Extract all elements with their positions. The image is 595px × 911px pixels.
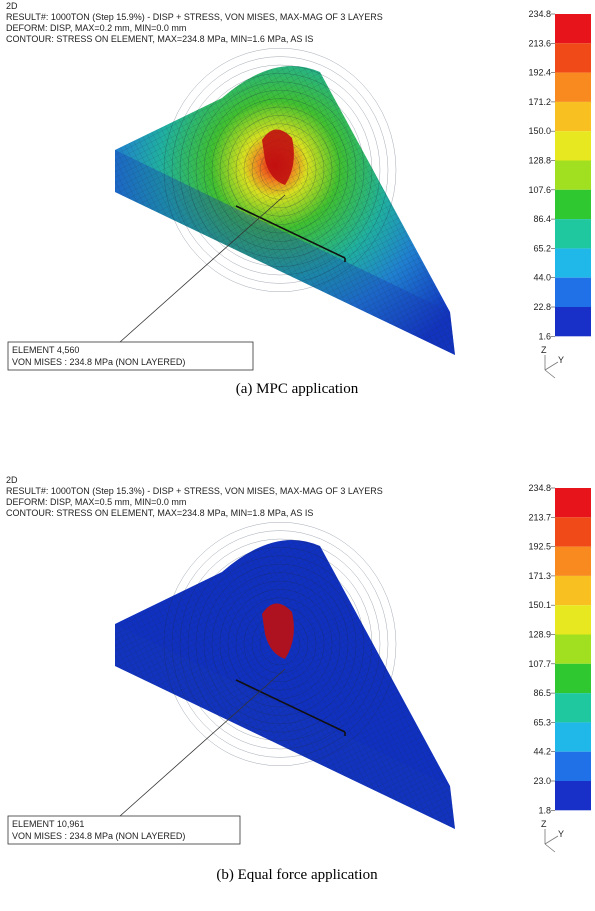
legend-label: 192.4	[528, 68, 551, 78]
legend-label: 107.7	[528, 659, 551, 669]
legend-swatch	[555, 576, 591, 605]
figure: 2DRESULT#: 1000TON (Step 15.9%) - DISP +…	[0, 0, 595, 911]
legend-swatch	[555, 219, 591, 248]
legend-swatch	[555, 43, 591, 72]
legend-label: 150.1	[528, 600, 551, 610]
legend-swatch	[555, 664, 591, 693]
legend-swatch	[555, 278, 591, 307]
triad-y: Y	[558, 355, 564, 365]
legend-swatch	[555, 248, 591, 277]
triad-lines	[545, 355, 558, 378]
header-line: RESULT#: 1000TON (Step 15.9%) - DISP + S…	[6, 12, 383, 22]
fe-model	[115, 522, 455, 829]
legend-label: 150.0	[528, 126, 551, 136]
legend-swatch	[555, 693, 591, 722]
callout-stress: VON MISES : 234.8 MPa (NON LAYERED)	[12, 357, 185, 367]
legend-swatch	[555, 131, 591, 160]
legend-label: 213.7	[528, 512, 551, 522]
legend-label: 86.4	[533, 214, 551, 224]
legend-swatch	[555, 488, 591, 517]
contour-legend: 234.8 213.7 192.5 171.3 150.1 128.9 107.7 86.5 6…	[528, 483, 591, 815]
legend-swatch	[555, 102, 591, 131]
header-line: 2D	[6, 1, 18, 11]
legend-swatch	[555, 14, 591, 43]
axis-triad: ZY	[541, 819, 564, 852]
header-line: CONTOUR: STRESS ON ELEMENT, MAX=234.8 MP…	[6, 34, 313, 44]
triad-y: Y	[558, 829, 564, 839]
legend-swatch	[555, 307, 591, 336]
legend-swatch	[555, 73, 591, 102]
header-line: DEFORM: DISP, MAX=0.5 mm, MIN=0.0 mm	[6, 497, 186, 507]
header-line: CONTOUR: STRESS ON ELEMENT, MAX=234.8 MP…	[6, 508, 313, 518]
legend-label: 65.2	[533, 243, 551, 253]
legend-label: 192.5	[528, 542, 551, 552]
header-line: 2D	[6, 475, 18, 485]
legend-swatch	[555, 161, 591, 190]
mesh	[115, 66, 455, 355]
legend-label: 234.8	[528, 483, 551, 493]
legend-swatch	[555, 547, 591, 576]
legend-label: 128.9	[528, 630, 551, 640]
legend-label: 128.8	[528, 156, 551, 166]
legend-label: 44.0	[533, 273, 551, 283]
legend-label: 86.5	[533, 688, 551, 698]
callout-element: ELEMENT 10,961	[12, 819, 84, 829]
axis-triad: ZY	[541, 345, 564, 378]
callout-element: ELEMENT 4,560	[12, 345, 79, 355]
fe-model	[115, 48, 455, 355]
contour-legend: 234.8 213.6 192.4 171.2 150.0 128.8 107.6 86.4 6…	[528, 9, 591, 341]
legend-swatch	[555, 722, 591, 751]
legend-label: 171.2	[528, 97, 551, 107]
legend-swatch	[555, 190, 591, 219]
triad-z: Z	[541, 345, 547, 355]
legend-label: 44.2	[533, 747, 551, 757]
legend-label: 234.8	[528, 9, 551, 19]
callout-stress: VON MISES : 234.8 MPa (NON LAYERED)	[12, 831, 185, 841]
legend-swatch	[555, 752, 591, 781]
legend-swatch	[555, 517, 591, 546]
legend-swatch	[555, 635, 591, 664]
legend-label: 107.6	[528, 185, 551, 195]
caption: (b) Equal force application	[216, 867, 378, 883]
legend-label: 23.0	[533, 776, 551, 786]
legend-swatch	[555, 605, 591, 634]
legend-label: 213.6	[528, 38, 551, 48]
legend-label: 1.6	[538, 331, 551, 341]
legend-label: 171.3	[528, 571, 551, 581]
legend-label: 1.8	[538, 805, 551, 815]
legend-swatch	[555, 781, 591, 810]
header-line: RESULT#: 1000TON (Step 15.3%) - DISP + S…	[6, 486, 383, 496]
mesh	[115, 540, 455, 829]
header-line: DEFORM: DISP, MAX=0.2 mm, MIN=0.0 mm	[6, 23, 186, 33]
triad-lines	[545, 829, 558, 852]
legend-label: 22.8	[533, 302, 551, 312]
caption: (a) MPC application	[236, 381, 359, 397]
triad-z: Z	[541, 819, 547, 829]
legend-label: 65.3	[533, 717, 551, 727]
